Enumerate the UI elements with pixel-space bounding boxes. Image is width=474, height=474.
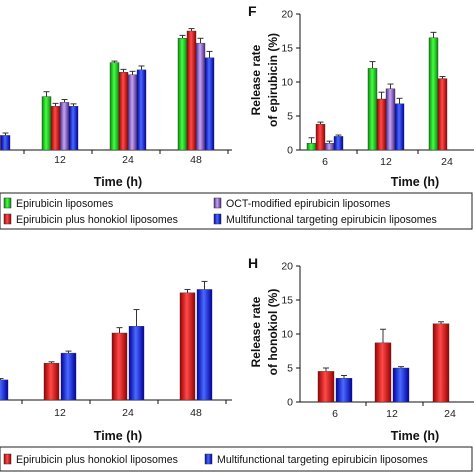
x-axis-label: Time (h) [94, 429, 142, 443]
bar-epirubicin-plus-honokiol-liposomes-48h [186, 30, 197, 151]
bar-epirubicin-liposomes-6h [306, 142, 317, 151]
bar-epirubicin-plus-honokiol-liposomes-6h [315, 123, 326, 151]
legend-label: Epirubicin liposomes [16, 198, 113, 210]
bar-epirubicin-plus-honokiol-liposomes-6h [317, 371, 335, 403]
bar-multifunctional-targeting-epirubicin-liposomes-6h [0, 379, 9, 401]
legend-item-multifunctional-targeting-epirubicin-liposomes: Multifunctional targeting epirubicin lip… [213, 213, 437, 226]
bar-epirubicin-plus-honokiol-liposomes-48h [179, 292, 196, 401]
bar-epirubicin-liposomes-12h [367, 68, 378, 151]
legend-item-oct-modified-epirubicin-liposomes: OCT-modified epirubicin liposomes [213, 197, 390, 210]
y-axis-label: Release rate [249, 296, 263, 367]
y-tick-label: 0 [287, 397, 293, 409]
legend-top: Epirubicin liposomes OCT-modified epirub… [0, 192, 473, 230]
bar-multifunctional-targeting-epirubicin-liposomes-12h [394, 103, 405, 151]
bar-multifunctional-targeting-epirubicin-liposomes-24h [136, 69, 147, 151]
bar-epirubicin-plus-honokiol-liposomes-12h [43, 362, 60, 401]
legend-swatch-blue [213, 213, 222, 225]
y-axis-label: Release rate [249, 44, 263, 115]
legend-label: Epirubicin plus honokiol liposomes [16, 454, 178, 466]
panel-h-chart: 0 5 10 15 20 6 12 24 Time (h) Release rate of hono… [248, 255, 474, 443]
bar-epirubicin-liposomes-48h [177, 38, 188, 151]
legend-item-epirubicin-plus-honokiol-liposomes: Epirubicin plus honokiol liposomes [3, 453, 178, 466]
bar-multifunctional-targeting-epirubicin-liposomes-24h [128, 326, 145, 401]
y-tick-label: 10 [281, 77, 293, 89]
bar-oct-modified-epirubicin-liposomes-6h [324, 142, 335, 151]
bar-multifunctional-targeting-epirubicin-liposomes-12h [60, 352, 77, 401]
x-tick-label: 6 [322, 156, 328, 168]
x-tick-label: 24 [444, 408, 456, 420]
bar-multifunctional-targeting-epirubicin-liposomes-48h [196, 289, 213, 401]
y-tick-label: 0 [287, 145, 293, 157]
legend-top-box [0, 192, 473, 230]
panel-label: F [248, 3, 257, 19]
x-tick-label: 6 [332, 408, 338, 420]
x-tick-label: 12 [54, 407, 66, 419]
bar-oct-modified-epirubicin-liposomes-12h [59, 102, 70, 151]
x-tick-label: 24 [441, 156, 453, 168]
x-tick-label: 24 [122, 407, 134, 419]
x-tick-label: 12 [54, 154, 66, 166]
bar-epirubicin-plus-honokiol-liposomes-12h [50, 106, 61, 151]
panel-label: H [248, 255, 258, 271]
y-tick-label: 5 [287, 111, 293, 123]
panel-e-chart: 6122448Time (h) [0, 28, 232, 189]
bar-oct-modified-epirubicin-liposomes-24h [127, 74, 138, 151]
legend-label: OCT-modified epirubicin liposomes [226, 198, 390, 210]
legend-bottom-box [0, 446, 473, 472]
legend-swatch-red [3, 213, 12, 225]
bar-epirubicin-plus-honokiol-liposomes-24h [437, 78, 448, 151]
legend-item-epirubicin-liposomes: Epirubicin liposomes [3, 197, 113, 210]
y-tick-label: 15 [281, 295, 293, 307]
legend-item-epirubicin-plus-honokiol-liposomes: Epirubicin plus honokiol liposomes [3, 213, 178, 226]
legend-swatch-green [3, 197, 12, 209]
legend-swatch-red [3, 453, 12, 465]
x-axis-label: Time (h) [391, 175, 439, 189]
legend-label: Epirubicin plus honokiol liposomes [16, 214, 178, 226]
bar-epirubicin-plus-honokiol-liposomes-12h [376, 98, 387, 151]
bar-oct-modified-epirubicin-liposomes-12h [385, 88, 396, 151]
x-tick-label: 48 [190, 407, 202, 419]
legend-bottom: Epirubicin plus honokiol liposomes Multi… [0, 446, 473, 472]
bar-epirubicin-plus-honokiol-liposomes-24h [118, 72, 129, 151]
bar-epirubicin-plus-honokiol-liposomes-12h [374, 342, 392, 403]
bar-multifunctional-targeting-epirubicin-liposomes-6h [0, 135, 11, 151]
x-axis-label: Time (h) [391, 429, 439, 443]
bar-multifunctional-targeting-epirubicin-liposomes-6h [335, 378, 353, 403]
x-tick-label: 12 [380, 156, 392, 168]
bar-epirubicin-liposomes-12h [41, 96, 52, 151]
y-axis-label: of honokiol (%) [266, 289, 280, 376]
legend-label: Multifunctional targeting epirubicin lip… [226, 214, 437, 226]
bar-epirubicin-liposomes-24h [109, 62, 120, 151]
legend-swatch-blue [204, 453, 213, 465]
x-tick-label: 24 [122, 154, 134, 166]
y-axis-label: of epirubicin (%) [266, 33, 280, 127]
y-tick-label: 5 [287, 363, 293, 375]
y-tick-label: 10 [281, 329, 293, 341]
panel-g-chart: 6122448Time (h) [0, 280, 232, 443]
bar-epirubicin-liposomes-24h [428, 37, 439, 151]
bar-multifunctional-targeting-epirubicin-liposomes-48h [204, 57, 215, 151]
bar-epirubicin-plus-honokiol-liposomes-24h [432, 323, 450, 403]
legend-swatch-purple [213, 197, 222, 209]
legend-item-multifunctional-targeting-epirubicin-liposomes: Multifunctional targeting epirubicin lip… [204, 453, 428, 466]
bar-multifunctional-targeting-epirubicin-liposomes-6h [333, 136, 344, 151]
y-tick-label: 20 [281, 9, 293, 21]
bar-epirubicin-plus-honokiol-liposomes-24h [111, 332, 128, 401]
y-tick-label: 15 [281, 43, 293, 55]
bar-multifunctional-targeting-epirubicin-liposomes-12h [392, 367, 410, 403]
y-tick-label: 20 [281, 261, 293, 273]
bar-multifunctional-targeting-epirubicin-liposomes-12h [68, 106, 79, 151]
x-tick-label: 48 [190, 154, 202, 166]
x-tick-label: 12 [386, 408, 398, 420]
bar-oct-modified-epirubicin-liposomes-48h [195, 42, 206, 151]
legend-label: Multifunctional targeting epirubicin lip… [217, 454, 428, 466]
x-axis-label: Time (h) [94, 175, 142, 189]
